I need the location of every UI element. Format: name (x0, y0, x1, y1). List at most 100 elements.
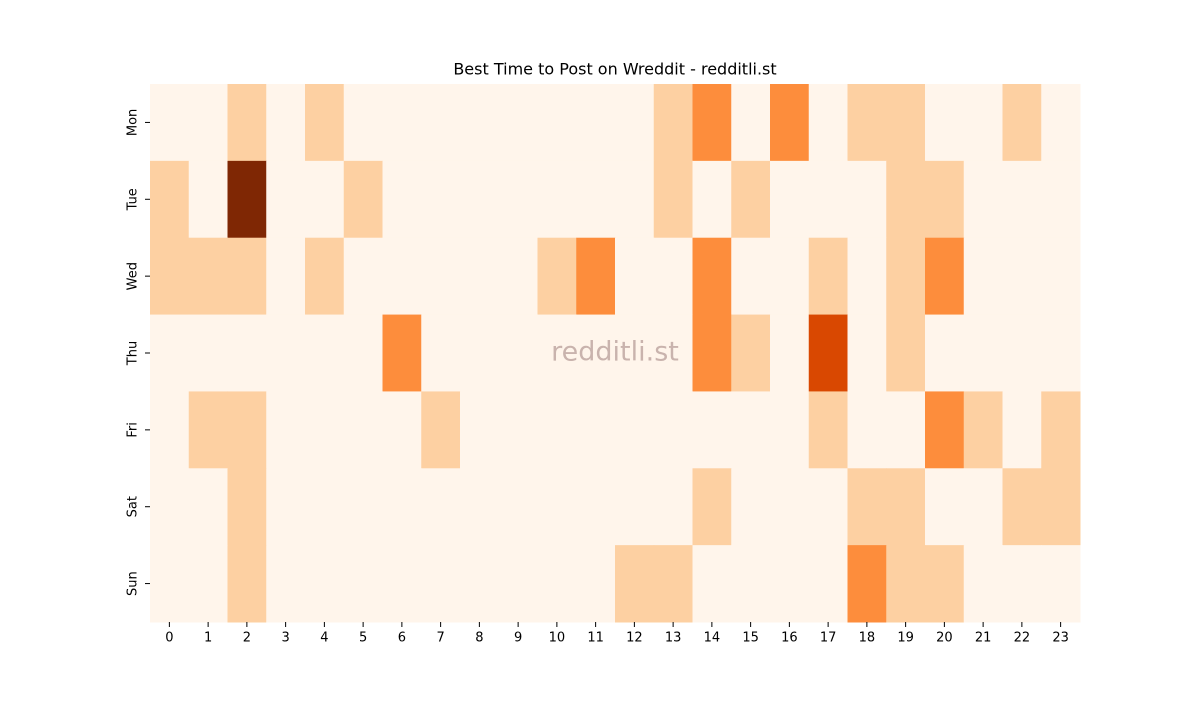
x-tick-label: 17 (820, 631, 837, 646)
x-tick-label: 20 (936, 631, 953, 646)
heatmap-cell (615, 237, 655, 316)
heatmap-cell (227, 314, 267, 392)
y-tick-label: Sat (126, 496, 141, 517)
heatmap-cell (460, 314, 500, 392)
heatmap-cell (963, 468, 1003, 546)
heatmap-cell (615, 314, 655, 392)
heatmap-cell (421, 391, 461, 469)
heatmap-cell (615, 545, 655, 623)
heatmap-cell (537, 314, 577, 392)
heatmap-cell (653, 314, 693, 392)
heatmap-cell (615, 160, 655, 239)
heatmap-cell (150, 237, 190, 316)
heatmap-cell (305, 545, 345, 623)
heatmap-cell (460, 545, 500, 623)
heatmap-cell (963, 391, 1003, 469)
heatmap-cell (1041, 237, 1081, 316)
x-tick-label: 1 (204, 631, 212, 646)
heatmap-cell (421, 468, 461, 546)
heatmap-cell (731, 468, 771, 546)
heatmap-cell (1041, 545, 1081, 623)
heatmap-cell (653, 160, 693, 239)
heatmap-cell (808, 237, 848, 316)
heatmap-cell (227, 391, 267, 469)
heatmap-cell (1041, 468, 1081, 546)
heatmap-cell (537, 391, 577, 469)
heatmap-cell (615, 84, 655, 162)
heatmap-cell (886, 545, 926, 623)
heatmap-cell (1041, 391, 1081, 469)
heatmap-cell (305, 314, 345, 392)
heatmap-cell (1041, 84, 1081, 162)
heatmap-cell (498, 160, 538, 239)
heatmap-cell (460, 237, 500, 316)
heatmap-cell (498, 391, 538, 469)
x-tick-label: 6 (398, 631, 406, 646)
heatmap-cell (692, 468, 732, 546)
heatmap-cell (150, 468, 190, 546)
heatmap-cell (770, 84, 810, 162)
heatmap-cell (1041, 160, 1081, 239)
heatmap-cell (305, 468, 345, 546)
x-tick-label: 2 (243, 631, 251, 646)
heatmap-cell (925, 545, 965, 623)
heatmap-cell (653, 84, 693, 162)
heatmap-cell (847, 160, 887, 239)
heatmap-cell (343, 314, 383, 392)
heatmap-cell (963, 160, 1003, 239)
heatmap-cell (188, 468, 228, 546)
heatmap-cell (266, 545, 306, 623)
heatmap-cell (498, 314, 538, 392)
heatmap-cell (421, 84, 461, 162)
heatmap-cell (150, 391, 190, 469)
x-tick-label: 22 (1014, 631, 1031, 646)
heatmap-cell (382, 314, 422, 392)
heatmap-cell (886, 314, 926, 392)
x-tick-label: 4 (320, 631, 328, 646)
heatmap-cell (460, 84, 500, 162)
heatmap-cell (925, 160, 965, 239)
heatmap-cell (692, 314, 732, 392)
heatmap-cell (692, 391, 732, 469)
heatmap-cell (421, 237, 461, 316)
heatmap-cell (770, 160, 810, 239)
heatmap-cell (1002, 545, 1042, 623)
heatmap-cell (343, 237, 383, 316)
heatmap-cell (1002, 237, 1042, 316)
x-tick-label: 16 (781, 631, 798, 646)
heatmap-cell (305, 160, 345, 239)
x-tick-label: 11 (587, 631, 604, 646)
heatmap-cell (498, 84, 538, 162)
heatmap-cell (731, 545, 771, 623)
heatmap-cell (460, 468, 500, 546)
heatmap-cell (498, 545, 538, 623)
heatmap-cell (498, 237, 538, 316)
heatmap-cell (266, 160, 306, 239)
heatmap-cell (770, 391, 810, 469)
x-tick-label: 23 (1052, 631, 1069, 646)
heatmap-cell (305, 84, 345, 162)
heatmap-cell (188, 314, 228, 392)
heatmap-cell (150, 84, 190, 162)
y-tick-label: Wed (126, 262, 141, 290)
heatmap-cell (925, 391, 965, 469)
heatmap-cell (808, 391, 848, 469)
heatmap-cell (808, 84, 848, 162)
heatmap-cell (421, 545, 461, 623)
heatmap-cell (305, 391, 345, 469)
heatmap-cell (615, 468, 655, 546)
heatmap-cell (150, 314, 190, 392)
heatmap-cell (382, 391, 422, 469)
heatmap-cell (537, 468, 577, 546)
heatmap-cell (188, 237, 228, 316)
heatmap-cell (653, 237, 693, 316)
heatmap-cell (266, 84, 306, 162)
heatmap-cell (227, 468, 267, 546)
heatmap-cell (847, 314, 887, 392)
heatmap-cell (1002, 160, 1042, 239)
heatmap-cell (847, 468, 887, 546)
heatmap-cell (731, 84, 771, 162)
heatmap-cell (886, 468, 926, 546)
heatmap-cell (266, 237, 306, 316)
